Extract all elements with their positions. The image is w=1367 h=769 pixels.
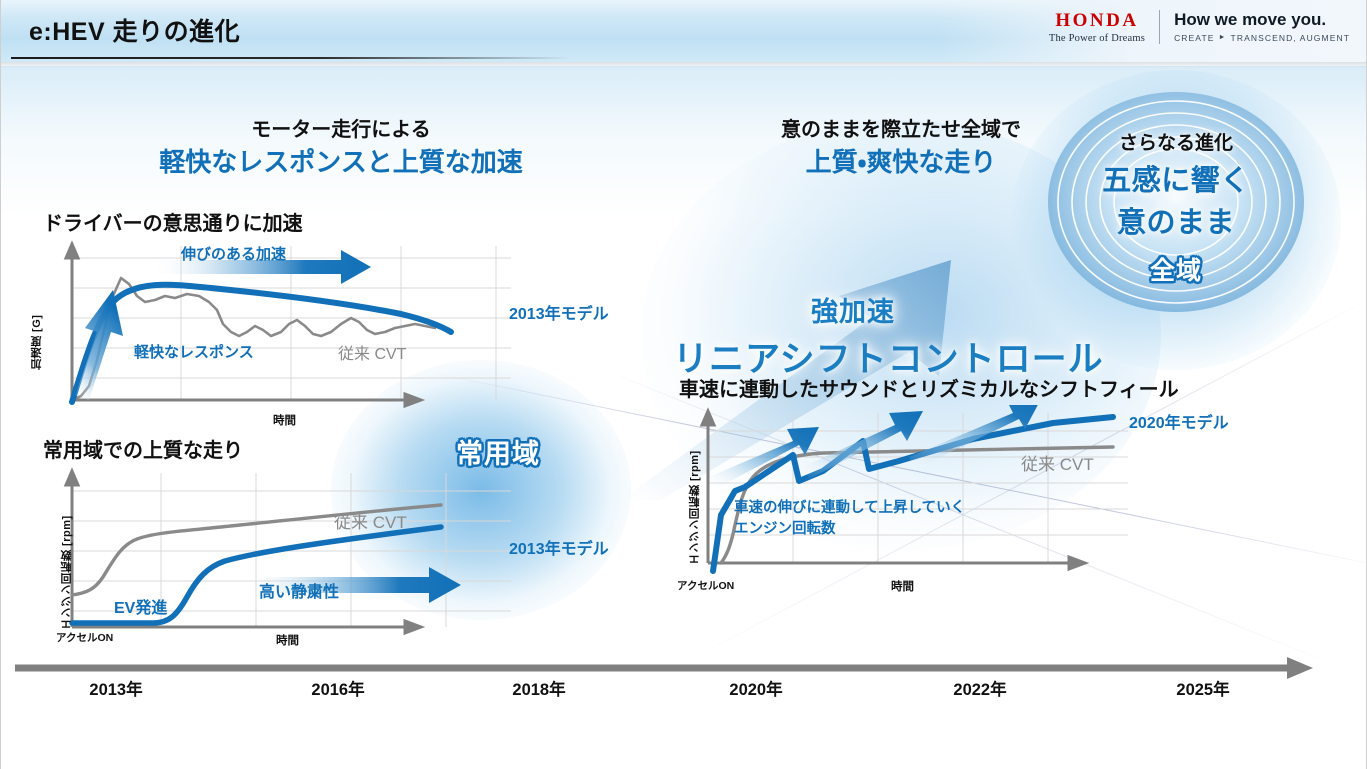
logo-divider	[1159, 10, 1161, 44]
chart-rpm-2013	[41, 465, 521, 645]
emblem-line3: 意のまま	[1116, 207, 1235, 239]
right-lead-line1: 意のままを際立たせ全域で	[781, 119, 1021, 141]
chart-bottom-origin-label: アクセルON	[56, 632, 114, 644]
chart-top-series-cvt-label: 従来 CVT	[338, 346, 407, 363]
chart-acceleration	[41, 240, 521, 420]
honda-tagline: The Power of Dreams	[1048, 32, 1146, 44]
timeline: 2013年 2016年 2018年 2020年 2022年 2025年	[1, 648, 1366, 738]
chart-bottom-xlabel: 時間	[276, 635, 299, 647]
chart-top-series-2013-label: 2013年モデル	[509, 306, 609, 323]
chart-bottom-series-2013-label: 2013年モデル	[509, 541, 609, 558]
chart-top-ylabel: 加速度 [G]	[31, 314, 43, 370]
left-lead-line2: 軽快なレスポンスと上質な加速	[159, 146, 523, 177]
chart-bottom-arrow-label: 高い静粛性	[259, 584, 340, 601]
page-title: e:HEV 走りの進化	[29, 18, 241, 46]
arrow-right-icon: ►	[1218, 34, 1227, 42]
timeline-year-5: 2025年	[1176, 681, 1230, 699]
honda-logo-lockup: HONDA The Power of Dreams How we move yo…	[1049, 10, 1350, 44]
timeline-year-4: 2022年	[953, 681, 1007, 699]
header-right-fade	[938, 0, 1366, 62]
chart-right-series-cvt-label: 従来 CVT	[1021, 455, 1094, 474]
slogan-transcend: TRANSCEND, AUGMENT	[1230, 32, 1350, 43]
right-lead-line2: 上質・爽快な走り	[805, 146, 997, 177]
emblem-rings-icon	[1048, 92, 1304, 312]
emblem-line1: さらなる進化	[1118, 133, 1233, 154]
chart-right-annotation-line1: 車速の伸びに連動して上昇していく	[734, 500, 966, 516]
honda-wordmark: HONDA	[1055, 9, 1139, 31]
right-feature-line2: リニアシフトコントロール	[673, 340, 1104, 379]
brand-slogan: How we move you.	[1174, 10, 1327, 30]
right-feature-line1: 強加速	[811, 297, 895, 327]
badge-usable-range: 常用域	[456, 439, 540, 469]
left-lead-text: モーター走行による 軽快なレスポンスと上質な加速	[81, 118, 601, 179]
slogan-create: CREATE	[1174, 32, 1215, 43]
chart-right-annotation-line2: エンジン回転数	[734, 521, 836, 537]
chart-bottom-ylabel: エンジン回転数 [rpm]	[61, 515, 73, 630]
honda-logo: HONDA The Power of Dreams	[1049, 11, 1145, 44]
chart-top-response-annotation: 軽快なレスポンス	[134, 344, 254, 361]
chart-top-arrow-label: 伸びのある加速	[181, 246, 287, 263]
chart-right-xlabel: 時間	[891, 581, 914, 593]
chart-right-series-2020-label: 2020年モデル	[1129, 415, 1229, 432]
header-shadow	[1, 62, 1366, 68]
right-lead-text: 意のままを際立たせ全域で 上質・爽快な走り	[691, 118, 1111, 179]
emblem-line4: 全域	[1149, 257, 1202, 285]
chart-right-ylabel: エンジン回転数 [rpm]	[689, 450, 701, 565]
chart-bottom-series-cvt-label: 従来 CVT	[334, 513, 407, 532]
title-underline	[11, 57, 571, 59]
right-feature-headline: 強加速 リニアシフトコントロール	[673, 290, 1104, 382]
chart-top-title: ドライバーの意思通りに加速	[43, 213, 303, 235]
chart-top-xlabel: 時間	[273, 415, 296, 427]
timeline-year-3: 2020年	[729, 681, 783, 699]
timeline-year-0: 2013年	[89, 681, 143, 699]
chart-bottom-ev-annotation: EV発進	[114, 600, 168, 617]
emblem-evolution: さらなる進化 五感に響く 意のまま 全域	[1041, 90, 1311, 315]
left-lead-line1: モーター走行による	[251, 119, 431, 141]
timeline-year-1: 2016年	[311, 681, 365, 699]
chart-right-title: 車速に連動したサウンドとリズミカルなシフトフィール	[679, 379, 1179, 401]
emblem-text-block: さらなる進化 五感に響く 意のまま 全域	[1041, 90, 1311, 287]
brand-slogan-sub: CREATE ► TRANSCEND, AUGMENT	[1174, 33, 1350, 43]
chart-right-origin-label: アクセルON	[677, 580, 735, 592]
brand-slogan-block: How we move you. CREATE ► TRANSCEND, AUG…	[1174, 11, 1350, 43]
timeline-arrow-icon	[15, 657, 1313, 679]
timeline-year-2: 2018年	[512, 681, 566, 699]
emblem-line2: 五感に響く	[1102, 165, 1250, 197]
chart-rpm-2020	[673, 405, 1143, 585]
page-header: e:HEV 走りの進化 HONDA The Power of Dreams Ho…	[1, 0, 1366, 62]
chart-bottom-title: 常用域での上質な走り	[43, 440, 243, 462]
timeline-years: 2013年 2016年 2018年 2020年 2022年 2025年	[1, 676, 1366, 706]
